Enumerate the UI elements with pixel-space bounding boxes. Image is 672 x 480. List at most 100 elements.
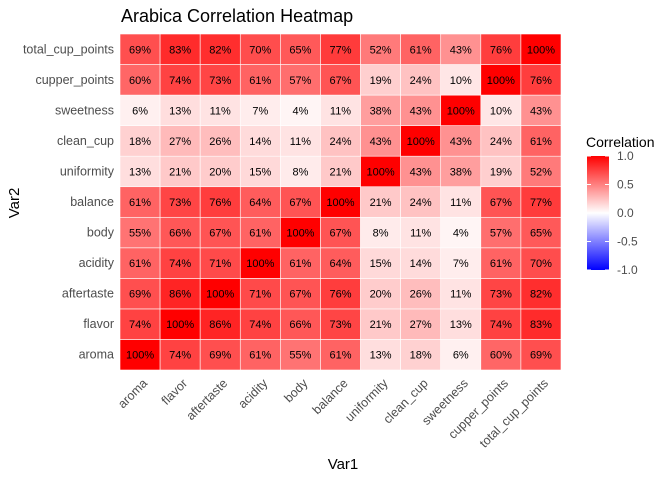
cell-value-label: 100% [286,228,314,240]
y-tick-label: aftertaste [62,287,114,301]
cell-value-label: 82% [209,44,231,56]
heatmap-cell [400,33,442,65]
cell-value-label: 67% [490,197,512,209]
cell-value-label: 8% [292,166,308,178]
cell-value-label: 86% [169,289,191,301]
heatmap-cell [119,339,161,371]
heatmap-cell [360,94,401,126]
heatmap-cell [320,186,361,218]
heatmap-cell [159,247,201,279]
heatmap-cell [159,186,201,218]
cell-value-label: 73% [209,75,231,87]
cell-value-label: 13% [450,319,472,331]
cell-value-label: 69% [209,350,231,362]
cell-value-label: 4% [292,105,308,117]
cell-value-label: 64% [249,197,271,209]
cell-value-label: 66% [169,228,191,240]
heatmap-cell [119,94,161,126]
heatmap-cell [320,94,361,126]
cell-value-label: 100% [166,319,194,331]
heatmap-cell [520,125,562,157]
cell-value-label: 26% [410,289,432,301]
heatmap-cell [400,155,442,188]
heatmap-cell [119,33,161,65]
legend-tick-label: 0.0 [617,206,634,220]
cell-value-label: 11% [450,197,471,209]
cell-value-label: 76% [209,197,231,209]
cell-value-label: 21% [370,319,392,331]
heatmap-cell [280,216,321,249]
cell-value-label: 67% [329,75,351,87]
y-tick-label: uniformity [60,164,115,178]
heatmap-cell [280,64,321,96]
heatmap-cell [520,155,562,188]
cell-value-label: 11% [210,105,231,117]
heatmap-cell [239,94,281,126]
heatmap-cell [360,155,401,188]
heatmap-cell [119,64,161,96]
cell-value-label: 43% [530,105,552,117]
heatmap-cell [520,33,562,65]
cell-value-label: 77% [530,197,552,209]
cell-value-label: 100% [447,105,475,117]
cell-value-label: 82% [530,289,552,301]
heatmap-cell [520,186,562,218]
cell-value-label: 57% [289,75,311,87]
cell-value-label: 71% [209,258,231,270]
heatmap-cell [239,64,281,96]
y-tick-labels: aroma flavor aftertaste acidity body balance u… [23,42,115,361]
cell-value-label: 60% [490,350,512,362]
heatmap-cell [320,278,361,310]
legend-title: Correlation [586,134,654,150]
cell-value-label: 100% [527,44,555,56]
heatmap-cell [199,155,241,188]
cell-value-label: 73% [169,197,191,209]
cell-value-label: 61% [129,197,151,209]
heatmap-cell [440,94,482,126]
cell-value-label: 11% [290,136,311,148]
cell-value-label: 38% [370,105,392,117]
cell-value-label: 77% [329,44,351,56]
cell-value-label: 100% [206,289,234,301]
heatmap-cell [480,339,522,371]
heatmap-cell [440,339,482,371]
heatmap-cell [440,247,482,279]
heatmap-cell [480,64,522,96]
heatmap-cell [440,64,482,96]
heatmap-cell [440,33,482,65]
cell-value-label: 67% [289,197,311,209]
cell-value-label: 10% [450,75,472,87]
heatmap-cell [239,155,281,188]
cell-value-label: 67% [289,289,311,301]
cell-value-label: 74% [169,75,191,87]
heatmap-cell [320,64,361,96]
heatmap-cell [320,339,361,371]
heatmap-cell [440,216,482,249]
chart-title: Arabica Correlation Heatmap [121,6,353,26]
cell-value-label: 18% [410,350,432,362]
heatmap-cell [360,339,401,371]
cell-value-label: 61% [129,258,151,270]
cell-value-label: 76% [490,44,512,56]
y-tick-label: body [87,226,115,240]
heatmap-cell [400,125,442,157]
cell-value-label: 74% [169,258,191,270]
heatmap-cell [280,33,321,65]
cell-value-label: 65% [289,44,311,56]
legend-ticks: 1.0 0.5 0.0 -0.5 -1.0 [587,149,638,277]
cell-value-label: 61% [490,258,512,270]
cell-value-label: 83% [169,44,191,56]
heatmap-cell [199,278,241,310]
y-tick-label: balance [70,195,114,209]
y-tick-label: cupper_points [35,73,114,87]
heatmap-cell [159,155,201,188]
cell-value-label: 55% [129,228,151,240]
color-legend: Correlation 1.0 0.5 0.0 -0.5 -1.0 [586,134,654,277]
heatmap-cell [400,339,442,371]
cell-value-label: 61% [530,136,552,148]
cell-value-label: 38% [450,166,472,178]
y-tick-label: flavor [83,317,114,331]
heatmap-cell [400,308,442,340]
heatmap-cell [320,216,361,249]
